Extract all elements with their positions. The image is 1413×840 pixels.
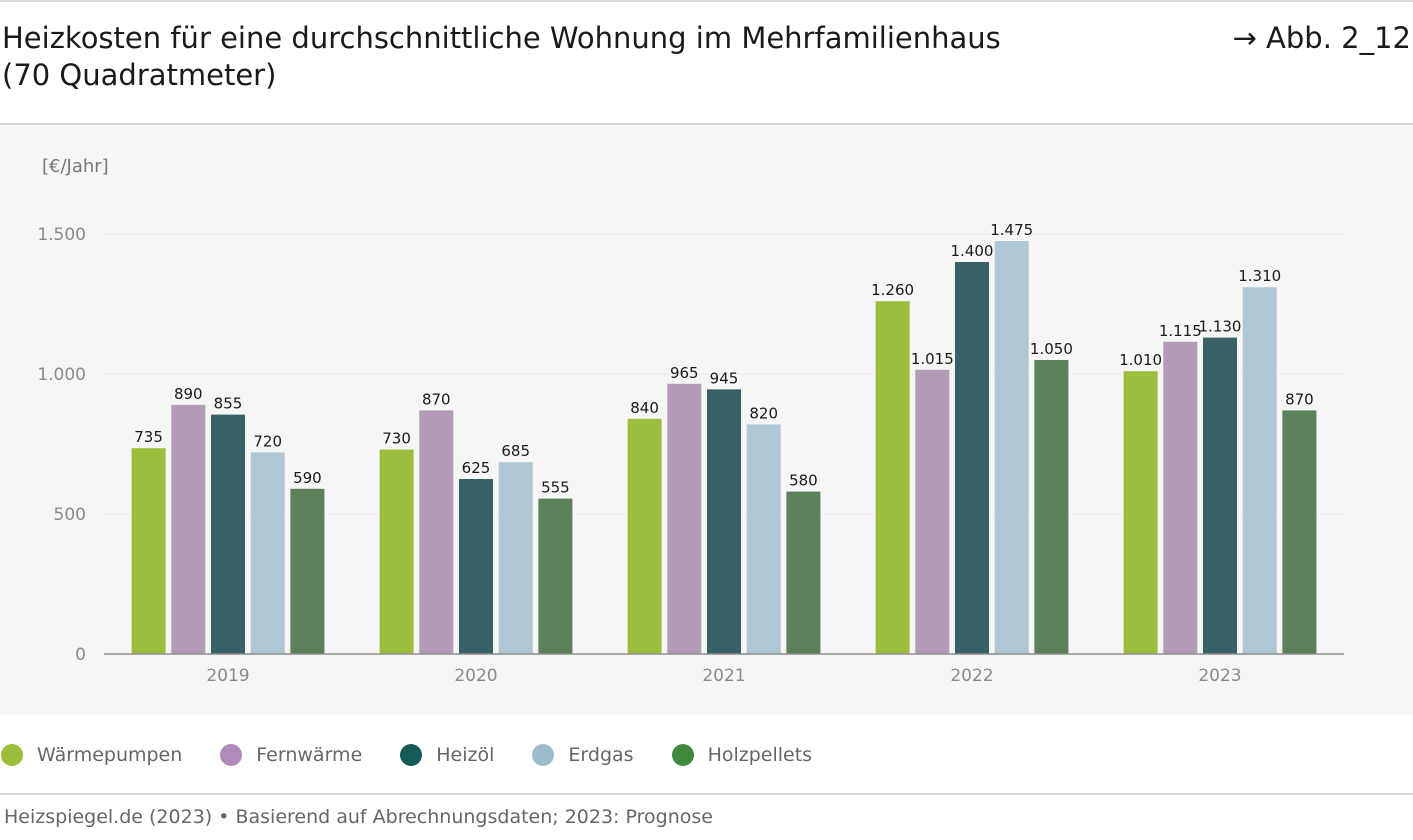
bar [667, 383, 702, 654]
data-label: 735 [134, 428, 163, 446]
top-divider [0, 0, 1413, 2]
bar [1242, 287, 1277, 654]
data-label: 1.015 [911, 350, 954, 368]
bar [1123, 371, 1158, 654]
y-axis-unit-label: [€/Jahr] [42, 156, 109, 177]
legend-item: Wärmepumpen [1, 744, 182, 766]
chart-title-line-2: (70 Quadratmeter) [2, 58, 277, 92]
data-label: 870 [1285, 390, 1314, 408]
data-label: 945 [710, 369, 739, 387]
bar [171, 404, 206, 654]
legend-label: Erdgas [568, 744, 634, 766]
data-label: 1.475 [990, 221, 1033, 239]
legend-swatch [220, 744, 243, 766]
data-label: 820 [749, 404, 778, 422]
legend-item: Erdgas [532, 744, 634, 766]
bar [746, 424, 781, 654]
data-label: 1.115 [1159, 322, 1202, 340]
data-label: 840 [630, 399, 659, 417]
data-label: 625 [462, 459, 491, 477]
data-label: 855 [214, 395, 243, 413]
legend-label: Fernwärme [256, 744, 363, 766]
bar [250, 452, 285, 654]
chart-title-line-1: Heizkosten für eine durchschnittliche Wo… [2, 21, 1001, 55]
data-label: 580 [789, 472, 818, 490]
data-label: 555 [541, 479, 570, 497]
bar [1034, 360, 1069, 654]
y-tick-label: 500 [54, 505, 86, 525]
data-label: 1.010 [1119, 351, 1162, 369]
data-label: 890 [174, 385, 203, 403]
x-tick-label: 2019 [206, 666, 249, 686]
data-label: 685 [501, 442, 530, 460]
data-label: 1.260 [871, 281, 914, 299]
bar [419, 410, 454, 654]
bar [1203, 337, 1237, 654]
chart-title: Heizkosten für eine durchschnittliche Wo… [2, 20, 1122, 94]
bar [875, 301, 910, 654]
data-label: 965 [670, 364, 699, 382]
x-tick-label: 2023 [1198, 666, 1241, 686]
legend-label: Heizöl [436, 744, 495, 766]
bar [131, 448, 166, 654]
bar [994, 241, 1029, 654]
legend-swatch [1, 744, 23, 766]
y-tick-label: 0 [75, 645, 86, 665]
legend-swatch [671, 744, 694, 766]
data-label: 730 [382, 430, 411, 448]
bar [538, 498, 573, 654]
bar [1282, 410, 1317, 654]
legend-item: Holzpellets [671, 744, 813, 766]
data-label: 870 [422, 390, 451, 408]
data-label: 1.400 [951, 242, 994, 260]
chart-legend: Wärmepumpen Fernwärme Heizöl Erdgas Holzpell… [0, 740, 850, 770]
y-tick-label: 1.500 [37, 225, 86, 245]
legend-swatch [532, 744, 555, 766]
data-label: 1.050 [1030, 340, 1073, 358]
bar [955, 262, 989, 654]
bar [786, 491, 821, 654]
bar [707, 389, 741, 654]
legend-swatch [400, 744, 423, 766]
bar [211, 414, 245, 654]
bar [1163, 341, 1198, 654]
data-label: 720 [253, 432, 282, 450]
x-tick-label: 2020 [454, 666, 497, 686]
legend-label: Wärmepumpen [37, 744, 183, 766]
data-label: 590 [293, 469, 322, 487]
y-tick-label: 1.000 [37, 365, 86, 385]
bar [498, 462, 533, 654]
bar [627, 418, 662, 654]
bar [915, 369, 950, 654]
bar [290, 488, 325, 654]
bar [459, 479, 493, 654]
legend-label: Holzpellets [707, 744, 813, 766]
figure-reference: → Abb. 2_12 [1232, 21, 1411, 55]
bottom-divider [0, 793, 1413, 795]
x-tick-label: 2022 [950, 666, 993, 686]
x-tick-label: 2021 [702, 666, 745, 686]
bar [379, 449, 414, 654]
legend-item: Fernwärme [220, 744, 362, 766]
data-label: 1.130 [1199, 318, 1242, 336]
source-note: Heizspiegel.de (2023) • Basierend auf Ab… [4, 806, 713, 828]
data-label: 1.310 [1238, 267, 1281, 285]
legend-item: Heizöl [400, 744, 494, 766]
